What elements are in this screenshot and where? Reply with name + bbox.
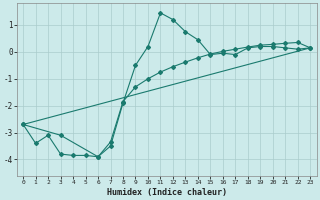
X-axis label: Humidex (Indice chaleur): Humidex (Indice chaleur)	[107, 188, 227, 197]
